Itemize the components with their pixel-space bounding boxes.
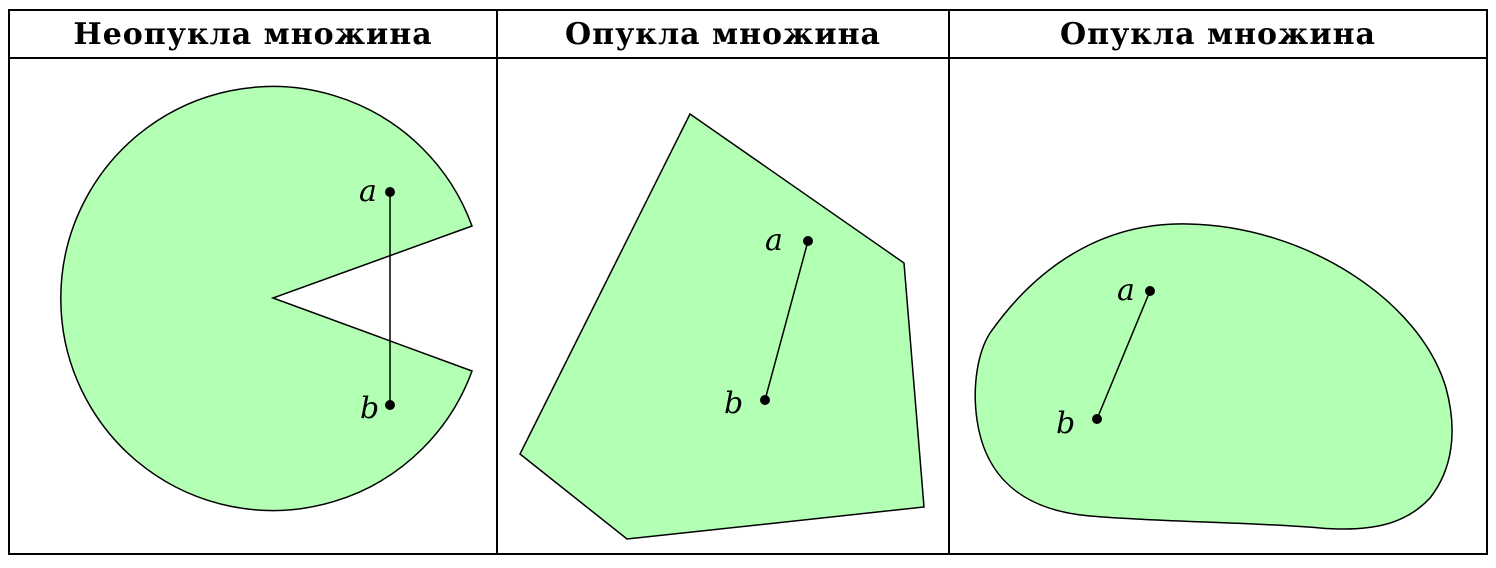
- non-convex-shape: [60, 85, 473, 512]
- table-outer-border: [8, 9, 1488, 555]
- point-b: [1092, 414, 1102, 424]
- header-convex-polygon: Опукла множина: [565, 17, 881, 52]
- point-a: [1145, 286, 1155, 296]
- point-b-label: b: [724, 386, 743, 421]
- point-a-label: a: [359, 174, 377, 209]
- point-b: [385, 400, 395, 410]
- convex-blob-shape: [974, 223, 1453, 530]
- panel-convex-blob: a b: [974, 223, 1453, 530]
- point-a: [803, 236, 813, 246]
- panel-non-convex: a b: [60, 85, 473, 512]
- segment-ab-polygon: [764, 240, 809, 401]
- table-grid: [8, 9, 1488, 555]
- point-b-label: b: [360, 391, 379, 426]
- panel-convex-polygon: a b: [519, 112, 925, 540]
- point-a-label: a: [765, 223, 783, 258]
- point-b-label: b: [1056, 406, 1075, 441]
- segment-ab-blob: [1096, 290, 1151, 420]
- header-convex-blob: Опукла множина: [1060, 17, 1376, 52]
- point-a: [385, 187, 395, 197]
- convex-polygon-shape: [519, 112, 925, 540]
- point-a-label: a: [1117, 273, 1135, 308]
- header-non-convex: Неопукла множина: [73, 17, 432, 52]
- point-b: [760, 395, 770, 405]
